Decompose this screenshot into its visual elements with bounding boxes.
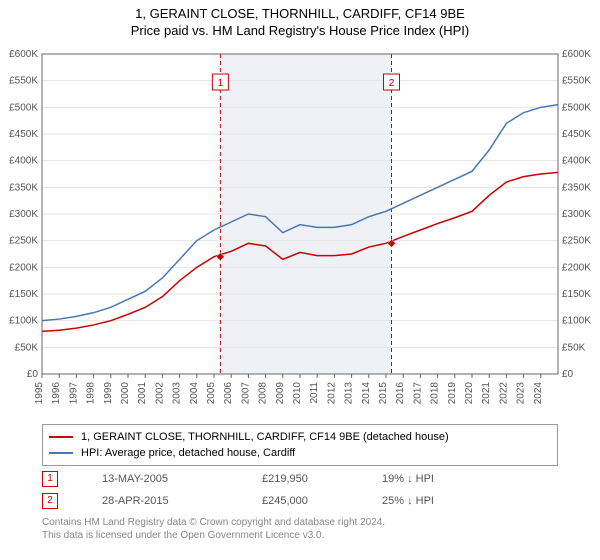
legend-swatch-property xyxy=(49,436,73,438)
table-row: 2 28-APR-2015 £245,000 25% ↓ HPI xyxy=(42,490,558,512)
svg-text:£350K: £350K xyxy=(562,182,591,193)
svg-text:2017: 2017 xyxy=(412,382,423,405)
svg-text:£300K: £300K xyxy=(562,209,591,220)
svg-text:2021: 2021 xyxy=(481,382,492,405)
svg-text:1998: 1998 xyxy=(86,382,97,405)
svg-text:£50K: £50K xyxy=(15,342,39,353)
legend-row: HPI: Average price, detached house, Card… xyxy=(49,445,551,461)
svg-text:£550K: £550K xyxy=(9,76,38,87)
sale-price: £219,950 xyxy=(262,473,382,485)
legend-row: 1, GERAINT CLOSE, THORNHILL, CARDIFF, CF… xyxy=(49,429,551,445)
svg-text:£250K: £250K xyxy=(562,236,591,247)
svg-text:£500K: £500K xyxy=(9,102,38,113)
svg-text:2005: 2005 xyxy=(206,382,217,405)
svg-text:£150K: £150K xyxy=(562,289,591,300)
svg-text:2019: 2019 xyxy=(447,382,458,405)
svg-text:1995: 1995 xyxy=(34,382,45,405)
svg-text:2010: 2010 xyxy=(292,382,303,405)
svg-text:2003: 2003 xyxy=(172,382,183,405)
legend-label: HPI: Average price, detached house, Card… xyxy=(81,447,295,459)
chart-subtitle: Price paid vs. HM Land Registry's House … xyxy=(0,21,600,38)
svg-text:£400K: £400K xyxy=(9,156,38,167)
svg-text:2023: 2023 xyxy=(516,382,527,405)
svg-text:2013: 2013 xyxy=(344,382,355,405)
svg-text:2020: 2020 xyxy=(464,382,475,405)
svg-text:£0: £0 xyxy=(27,369,39,380)
svg-text:£250K: £250K xyxy=(9,236,38,247)
legend-label: 1, GERAINT CLOSE, THORNHILL, CARDIFF, CF… xyxy=(81,431,449,443)
svg-text:2009: 2009 xyxy=(275,382,286,405)
svg-text:2008: 2008 xyxy=(258,382,269,405)
svg-text:£100K: £100K xyxy=(562,316,591,327)
svg-text:1997: 1997 xyxy=(68,382,79,405)
svg-text:2018: 2018 xyxy=(430,382,441,405)
svg-text:1996: 1996 xyxy=(51,382,62,405)
svg-text:2006: 2006 xyxy=(223,382,234,405)
svg-text:2: 2 xyxy=(389,78,395,89)
svg-text:£0: £0 xyxy=(562,369,574,380)
svg-text:1: 1 xyxy=(218,78,224,89)
sales-table: 1 13-MAY-2005 £219,950 19% ↓ HPI 2 28-AP… xyxy=(42,468,558,512)
svg-text:2007: 2007 xyxy=(240,382,251,405)
sale-date: 28-APR-2015 xyxy=(102,495,262,507)
svg-text:£450K: £450K xyxy=(9,129,38,140)
svg-text:2014: 2014 xyxy=(361,382,372,405)
svg-text:£200K: £200K xyxy=(562,262,591,273)
table-row: 1 13-MAY-2005 £219,950 19% ↓ HPI xyxy=(42,468,558,490)
svg-text:2016: 2016 xyxy=(395,382,406,405)
footer-attribution: Contains HM Land Registry data © Crown c… xyxy=(42,516,558,542)
svg-text:£550K: £550K xyxy=(562,76,591,87)
svg-text:£50K: £50K xyxy=(562,342,586,353)
sale-date: 13-MAY-2005 xyxy=(102,473,262,485)
svg-text:£450K: £450K xyxy=(562,129,591,140)
chart-title: 1, GERAINT CLOSE, THORNHILL, CARDIFF, CF… xyxy=(0,0,600,21)
svg-text:2002: 2002 xyxy=(154,382,165,405)
footer-line: Contains HM Land Registry data © Crown c… xyxy=(42,516,558,529)
svg-text:2000: 2000 xyxy=(120,382,131,405)
svg-text:2022: 2022 xyxy=(498,382,509,405)
marker-badge: 1 xyxy=(42,471,58,487)
chart-area: £0 £0 £50K £50K £100K £100K £150K £150K £200K £20… xyxy=(0,44,600,414)
svg-text:£300K: £300K xyxy=(9,209,38,220)
svg-text:2004: 2004 xyxy=(189,382,200,405)
svg-text:2015: 2015 xyxy=(378,382,389,405)
sale-delta: 19% ↓ HPI xyxy=(382,473,542,485)
svg-text:2001: 2001 xyxy=(137,382,148,405)
sale-delta: 25% ↓ HPI xyxy=(382,495,542,507)
svg-text:1999: 1999 xyxy=(103,382,114,405)
svg-text:£400K: £400K xyxy=(562,156,591,167)
footer-line: This data is licensed under the Open Gov… xyxy=(42,529,558,542)
svg-text:£500K: £500K xyxy=(562,102,591,113)
svg-text:2011: 2011 xyxy=(309,382,320,404)
svg-text:£600K: £600K xyxy=(9,49,38,60)
svg-text:£150K: £150K xyxy=(9,289,38,300)
svg-text:£200K: £200K xyxy=(9,262,38,273)
svg-text:2012: 2012 xyxy=(326,382,337,405)
legend-swatch-hpi xyxy=(49,452,73,454)
svg-text:2024: 2024 xyxy=(533,382,544,405)
marker-badge: 2 xyxy=(42,493,58,509)
svg-text:£350K: £350K xyxy=(9,182,38,193)
svg-text:£600K: £600K xyxy=(562,49,591,60)
legend: 1, GERAINT CLOSE, THORNHILL, CARDIFF, CF… xyxy=(42,424,558,466)
svg-text:£100K: £100K xyxy=(9,316,38,327)
sale-price: £245,000 xyxy=(262,495,382,507)
